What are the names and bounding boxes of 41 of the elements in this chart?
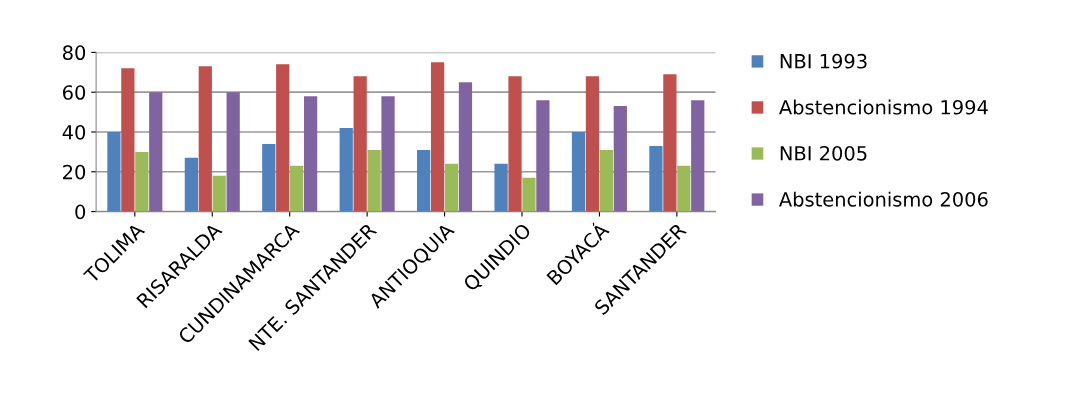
legend-label: NBI 1993 [780,53,867,69]
bar [536,100,550,212]
y-tick-label: 20 [63,164,86,180]
bar [198,66,212,212]
y-tick-label: 40 [62,124,86,140]
bar [121,68,135,212]
bar [444,163,459,212]
bar [149,92,163,212]
legend-label: Abstencionismo 1994 [779,99,988,115]
bar [663,74,677,212]
bar [613,106,627,212]
bar [649,145,663,212]
bar [367,149,381,212]
bar [184,157,198,212]
bar [691,100,705,212]
bar [381,96,395,212]
bar [417,149,431,212]
bar [303,96,318,212]
bar [212,175,226,212]
bar [107,131,121,212]
bar [262,143,276,212]
bar [339,128,353,212]
bar [599,149,613,212]
bar [677,165,691,212]
bar [276,64,290,212]
bar [226,92,240,212]
y-tick-label: 0 [75,204,86,220]
y-tick-label: 80 [62,45,86,61]
bar [458,82,473,212]
legend-label: Abstencionismo 2006 [779,191,988,207]
bar [353,76,367,212]
bar [508,76,522,212]
bar [290,165,304,212]
y-tick-label: 60 [63,85,86,100]
legend-label: NBI 2005 [780,145,867,161]
bar [571,131,586,212]
bar [494,163,508,212]
bar [522,177,536,212]
bar [430,62,445,212]
bar [135,151,149,212]
bar [585,76,600,212]
